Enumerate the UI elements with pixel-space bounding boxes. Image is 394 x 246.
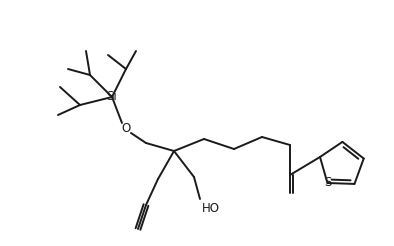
Text: HO: HO [202, 201, 220, 215]
Text: O: O [121, 123, 131, 136]
Text: S: S [324, 176, 331, 189]
Text: Si: Si [107, 91, 117, 104]
